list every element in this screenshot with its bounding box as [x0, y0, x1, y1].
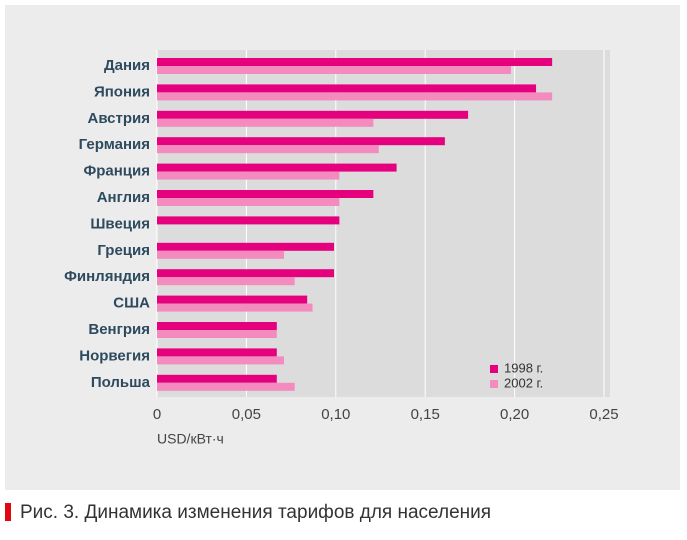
bar [157, 330, 277, 338]
y-tick-label: США [113, 295, 150, 312]
bar [157, 303, 313, 312]
legend-label: 2002 г. [504, 375, 543, 390]
bar [157, 216, 340, 225]
bar [157, 118, 374, 127]
y-tick-label: Польша [91, 374, 151, 391]
x-tick-label: 0,20 [500, 406, 529, 423]
caption: Рис. 3. Динамика изменения тарифов для н… [20, 502, 491, 523]
bar [157, 277, 295, 286]
bar [157, 171, 340, 180]
x-axis-label: USD/кВт·ч [157, 431, 224, 447]
x-tick-label: 0,10 [321, 406, 350, 423]
bar [157, 322, 277, 330]
y-tick-label: Англия [97, 189, 150, 206]
bar [157, 198, 340, 206]
bar [157, 374, 277, 383]
bar [157, 382, 295, 391]
bar [157, 190, 374, 198]
y-tick-label: Австрия [87, 110, 150, 127]
x-tick-label: 0,15 [411, 406, 440, 423]
y-tick-label: Венгрия [88, 321, 150, 338]
caption-marker [5, 503, 11, 521]
y-tick-label: Норвегия [79, 347, 150, 364]
bar [157, 250, 284, 259]
bar [157, 137, 445, 146]
x-tick-label: 0,25 [589, 406, 618, 423]
x-tick-label: 0,05 [232, 406, 261, 423]
bar [157, 58, 553, 66]
bar [157, 269, 335, 278]
bar [157, 163, 397, 172]
legend-label: 1998 г. [504, 360, 543, 375]
legend-swatch [490, 380, 498, 388]
bar [157, 66, 512, 74]
y-tick-label: Дания [104, 57, 150, 74]
bar [157, 92, 553, 101]
legend-swatch [490, 365, 498, 373]
y-tick-label: Япония [94, 83, 150, 100]
bar [157, 356, 284, 365]
bar [157, 84, 537, 93]
bar [157, 295, 308, 304]
y-tick-label: Греция [97, 242, 150, 259]
bar [157, 110, 469, 119]
x-tick-label: 0 [153, 406, 161, 423]
bar [157, 242, 335, 251]
y-tick-label: Финляндия [64, 268, 150, 285]
bar [157, 348, 277, 357]
y-tick-label: Германия [79, 136, 150, 153]
y-tick-label: Швеция [90, 215, 150, 232]
bar [157, 145, 379, 154]
y-tick-label: Франция [83, 163, 150, 180]
